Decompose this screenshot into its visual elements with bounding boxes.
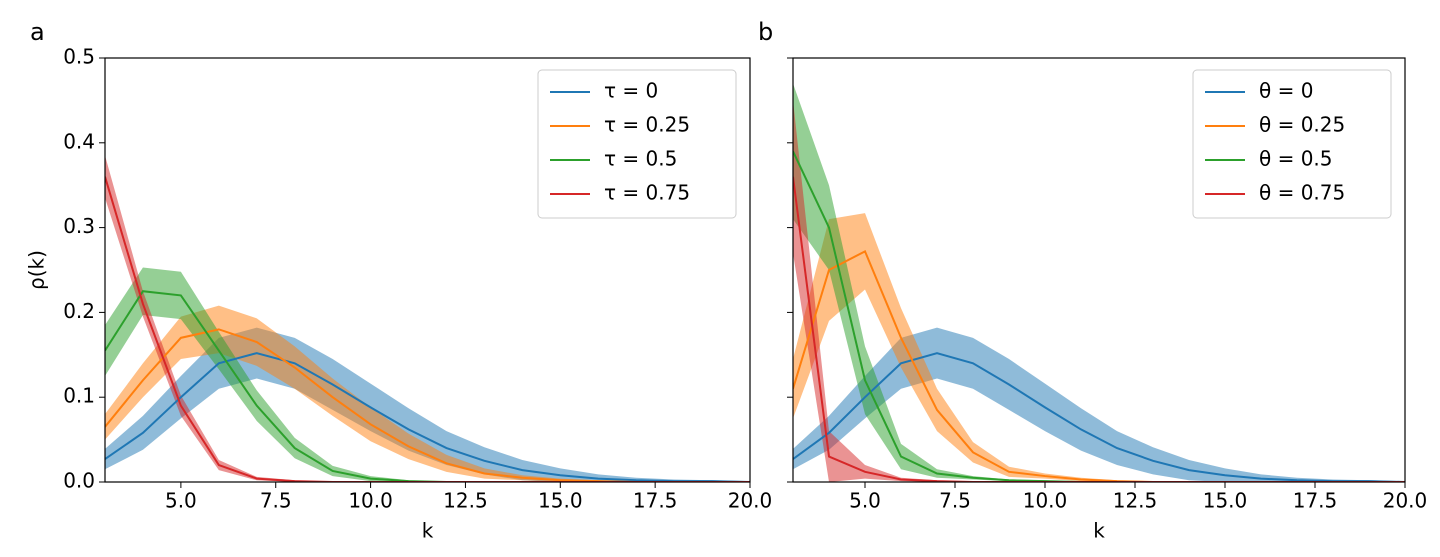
- panel-label: b: [758, 18, 773, 46]
- y-tick-label: 0.0: [63, 469, 95, 493]
- y-tick-label: 0.3: [63, 214, 95, 238]
- x-tick-label: 10.0: [348, 489, 393, 513]
- x-tick-label: 15.0: [538, 489, 583, 513]
- series-line: [793, 176, 1405, 482]
- y-tick-label: 0.4: [63, 129, 95, 153]
- legend-label: θ = 0.75: [1259, 181, 1345, 205]
- x-tick-label: 5.0: [165, 489, 197, 513]
- data-layer: [793, 83, 1405, 482]
- y-tick-label: 0.1: [63, 384, 95, 408]
- error-band: [105, 305, 750, 482]
- x-tick-label: 5.0: [849, 489, 881, 513]
- x-axis-label: k: [1093, 519, 1105, 543]
- legend-label: θ = 0: [1259, 79, 1313, 103]
- y-tick-label: 0.5: [63, 45, 95, 69]
- panel-label: a: [30, 18, 45, 46]
- legend-label: θ = 0.5: [1259, 147, 1333, 171]
- x-tick-label: 20.0: [728, 489, 773, 513]
- x-axis-label: k: [422, 519, 434, 543]
- x-tick-label: 7.5: [260, 489, 292, 513]
- series-line: [793, 150, 1405, 482]
- series-line: [105, 328, 750, 482]
- series-line: [105, 352, 750, 482]
- axes-frame: [104, 57, 751, 483]
- error-band: [105, 267, 750, 482]
- legend-label: θ = 0.25: [1259, 113, 1345, 137]
- series-line: [793, 249, 1405, 482]
- axes-frame: [792, 57, 1406, 483]
- x-tick-label: 15.0: [1203, 489, 1248, 513]
- x-tick-label: 12.5: [443, 489, 488, 513]
- x-tick-label: 17.5: [633, 489, 678, 513]
- x-tick-label: 17.5: [1293, 489, 1338, 513]
- plot-area: [793, 83, 1405, 482]
- x-tick-label: 20.0: [1383, 489, 1428, 513]
- legend-label: τ = 0.75: [604, 181, 690, 205]
- y-tick-label: 0.2: [63, 299, 95, 323]
- legend-box: [1192, 69, 1392, 219]
- legend-label: τ = 0: [604, 79, 658, 103]
- series-line: [793, 352, 1405, 482]
- x-tick-label: 12.5: [1113, 489, 1158, 513]
- legend-box: [537, 69, 737, 219]
- legend-label: τ = 0.25: [604, 113, 690, 137]
- x-tick-label: 10.0: [1023, 489, 1068, 513]
- error-band: [793, 213, 1405, 482]
- y-axis-label: ρ(k): [25, 250, 49, 290]
- legend-label: τ = 0.5: [604, 147, 677, 171]
- series-line: [105, 176, 750, 482]
- x-tick-label: 7.5: [939, 489, 971, 513]
- error-band: [793, 327, 1405, 482]
